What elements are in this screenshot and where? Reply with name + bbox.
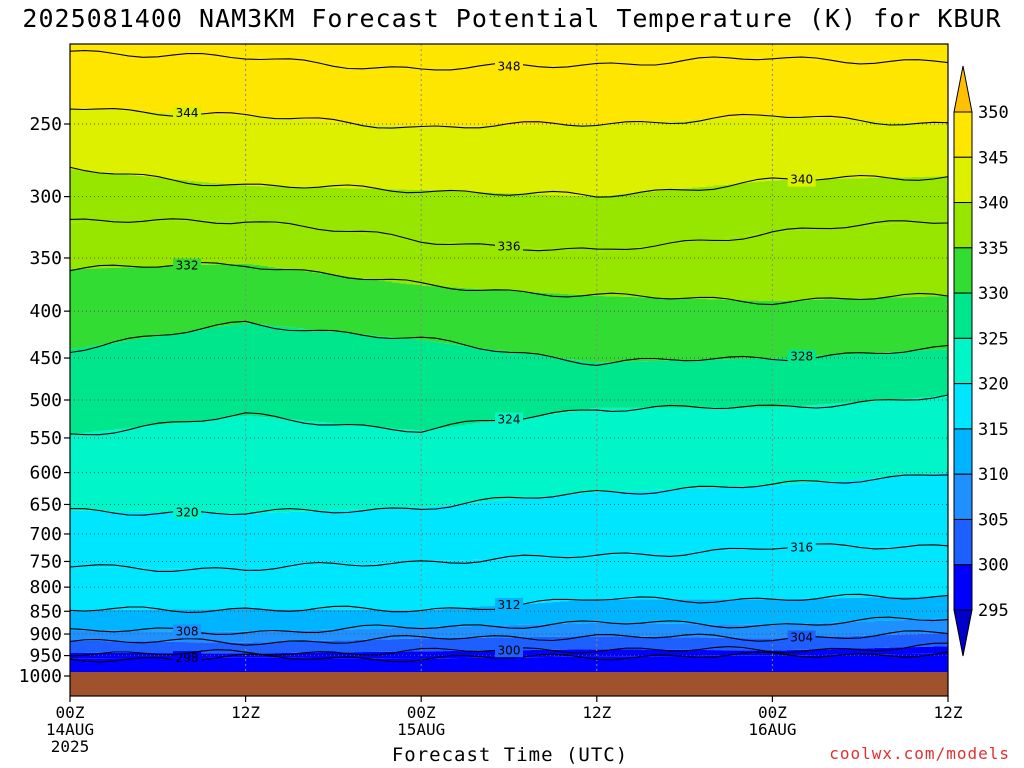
contour-label-348: 348 [498,60,521,74]
colorbar-box [953,383,973,430]
colorbar-label: 310 [978,465,1009,485]
contour-label-340: 340 [790,173,813,187]
contour-label-304: 304 [790,631,813,645]
y-tick-label: 900 [29,624,62,645]
contour-label-316: 316 [790,540,813,554]
contour-label-298: 298 [176,651,199,665]
x-tick-label: 00Z [56,703,85,722]
colorbar-label: 340 [978,194,1009,214]
colorbar-box [953,247,973,294]
y-tick-label: 800 [29,577,62,598]
colorbar-label: 325 [978,329,1009,349]
y-tick-label: 650 [29,494,62,515]
colorbar-box [953,202,973,249]
colorbar-label: 295 [978,601,1009,621]
contour-label-328: 328 [790,350,813,364]
y-tick-label: 1000 [19,666,62,687]
x-tick-date: 16AUG [748,720,796,739]
contour-label-344: 344 [176,106,199,120]
plot-frame [69,43,949,697]
y-tick-label: 250 [29,114,62,135]
x-tick-date: 14AUG [46,720,94,739]
credit-text: coolwx.com/models [829,744,1010,763]
x-tick-label: 12Z [934,703,963,722]
x-tick-label: 00Z [758,703,787,722]
contour-line-332 [70,261,948,306]
contour-label-300: 300 [498,643,521,657]
contour-label-312: 312 [498,598,521,612]
y-tick-label: 350 [29,248,62,269]
y-tick-label: 850 [29,601,62,622]
colorbar-box [953,428,973,475]
contour-label-324: 324 [498,412,521,426]
y-tick-label: 400 [29,301,62,322]
colorbar-label: 300 [978,556,1009,576]
x-tick-date: 15AUG [397,720,445,739]
y-tick-label: 450 [29,348,62,369]
contour-line-308 [70,616,948,635]
colorbar-box [953,292,973,339]
colorbar-label: 350 [978,103,1009,123]
ground-surface [70,672,948,696]
y-tick-label: 500 [29,390,62,411]
contour-label-336: 336 [498,239,521,253]
y-tick-label: 750 [29,551,62,572]
colorbar-box [953,473,973,520]
colorbar-box [953,518,973,566]
y-tick-label: 600 [29,463,62,484]
colorbar-box [953,111,973,158]
chart-title: 2025081400 NAM3KM Forecast Potential Tem… [22,4,1002,33]
colorbar-label: 315 [978,420,1009,440]
colorbar-box [953,337,973,385]
y-axis: 2503003504004505005506006507007508008509… [19,114,70,687]
colorbar-bottom-arrow [953,609,973,657]
colorbar-label: 320 [978,375,1009,395]
x-tick-label: 12Z [231,703,260,722]
contour-label-308: 308 [176,624,199,638]
x-tick-label: 00Z [407,703,436,722]
y-tick-label: 550 [29,428,62,449]
contour-line-344 [70,108,948,129]
colorbar-label: 345 [978,148,1009,168]
contour-label-320: 320 [176,506,199,520]
colorbar-box [953,564,973,611]
contour-layer: 298 300 304 308 312 316 320 324 328 332 336 340 344 3… [70,50,948,666]
colorbar-label: 305 [978,510,1009,530]
x-tick-label: 12Z [582,703,611,722]
x-tick-year: 2025 [51,737,90,756]
contour-line-320 [70,474,948,516]
colorbar-label: 330 [978,284,1009,304]
contour-label-332: 332 [176,258,199,272]
x-axis-title: Forecast Time (UTC) [391,744,629,766]
y-tick-label: 700 [29,524,62,545]
colorbar-top-arrow [953,65,973,113]
y-tick-label: 950 [29,646,62,667]
ground-layer [70,672,948,696]
colorbar: 350 345 340 335 330 325 320 315 310 305 300 295 [953,65,1009,657]
y-tick-label: 300 [29,187,62,208]
colorbar-box [953,156,973,204]
contour-line-298 [70,651,948,663]
colorbar-label: 335 [978,239,1009,259]
